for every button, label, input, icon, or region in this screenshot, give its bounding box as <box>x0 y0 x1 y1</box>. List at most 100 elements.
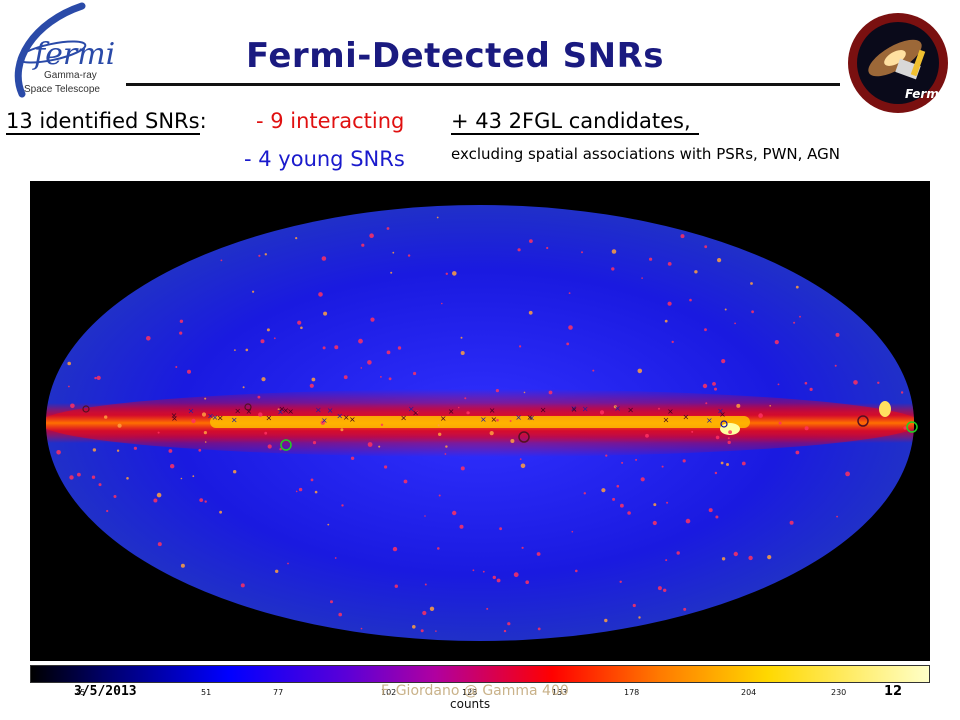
point-source <box>900 391 904 394</box>
point-source <box>117 423 122 428</box>
point-source <box>330 600 333 604</box>
candidate-cross-marker: × <box>171 411 178 420</box>
point-source <box>676 551 680 555</box>
point-source <box>394 584 398 588</box>
candidate-cross-marker: × <box>336 412 343 421</box>
point-source <box>466 411 470 415</box>
point-source <box>496 578 501 583</box>
point-source <box>104 415 108 419</box>
young-snrs-label: - 4 young SNRs <box>244 147 405 171</box>
candidate-cross-marker: × <box>480 415 487 424</box>
exclusion-note: excluding spatial associations with PSRs… <box>451 145 841 163</box>
point-source <box>795 285 799 289</box>
point-source <box>645 433 649 438</box>
point-source <box>69 475 74 480</box>
candidate-cross-marker: × <box>408 404 415 413</box>
point-source <box>437 424 440 427</box>
point-source <box>157 431 160 434</box>
point-source <box>691 430 694 433</box>
candidate-cross-marker: × <box>706 416 713 425</box>
point-source <box>179 331 183 335</box>
point-sources <box>56 216 907 633</box>
point-source <box>157 542 162 547</box>
point-source <box>714 387 717 391</box>
point-source <box>619 580 622 583</box>
point-source <box>322 346 326 350</box>
point-source <box>67 361 71 366</box>
point-source <box>509 420 512 422</box>
point-source <box>204 441 207 443</box>
fermi-logo-wordmark: fermi <box>32 37 115 72</box>
point-source <box>199 498 204 502</box>
point-source <box>492 575 496 580</box>
candidate-cross-marker: × <box>582 404 589 413</box>
point-source <box>464 397 467 400</box>
point-source <box>424 583 427 586</box>
point-source <box>77 472 81 477</box>
point-source <box>520 463 526 469</box>
point-source <box>728 430 732 434</box>
point-source <box>445 445 448 448</box>
point-source <box>258 412 263 417</box>
point-source <box>621 461 624 464</box>
candidate-cross-marker: × <box>448 407 455 416</box>
point-source <box>627 511 631 515</box>
point-source <box>750 282 753 285</box>
logo-line-gamma-ray: Gamma-ray <box>44 70 97 81</box>
point-source <box>513 572 519 578</box>
point-source <box>70 403 75 409</box>
point-source <box>523 391 526 394</box>
colorbar-tick-label: 204 <box>741 688 757 697</box>
candidate-cross-marker: × <box>491 415 498 424</box>
candidate-cross-marker: × <box>217 414 224 423</box>
candidate-cross-marker: × <box>571 405 578 414</box>
point-source <box>367 360 372 365</box>
point-source <box>460 336 463 339</box>
point-source <box>116 449 120 452</box>
point-source <box>566 342 570 346</box>
point-source <box>438 494 441 497</box>
point-source <box>767 555 772 560</box>
point-source <box>685 518 691 524</box>
point-source <box>459 524 464 529</box>
point-source <box>601 488 606 493</box>
point-source <box>340 428 344 432</box>
point-source <box>435 630 437 632</box>
point-source <box>420 629 424 633</box>
point-source <box>638 616 641 619</box>
point-source <box>323 311 328 316</box>
point-source <box>721 557 726 561</box>
point-source <box>517 248 521 252</box>
point-source <box>689 298 692 302</box>
candidate-cross-marker: × <box>570 404 577 413</box>
point-source <box>903 426 907 430</box>
point-source <box>266 328 270 332</box>
point-source <box>392 251 395 254</box>
snr-markers: ××××× ×× ××× ××××× ××××××× ×××××× ××××××××× ×× ×… <box>82 403 918 451</box>
point-source <box>318 292 323 297</box>
point-source <box>407 254 411 257</box>
point-source <box>68 385 70 388</box>
point-source <box>715 515 719 519</box>
point-source <box>616 484 620 488</box>
point-source <box>834 364 837 367</box>
point-source <box>309 383 314 388</box>
point-source <box>496 418 499 422</box>
snr-marker-green <box>906 421 918 433</box>
point-source <box>525 580 529 584</box>
snr-marker-blue <box>720 420 728 428</box>
candidate-cross-marker: × <box>279 405 286 414</box>
point-source <box>704 328 707 332</box>
point-source <box>258 254 261 257</box>
colorbar-tick-label: 77 <box>273 688 284 697</box>
point-source <box>295 490 298 493</box>
fermi-mission-patch: Fermi <box>845 10 951 116</box>
point-source <box>640 477 645 482</box>
candidates-label: + 43 2FGL candidates, <box>451 109 699 135</box>
point-source <box>665 559 668 562</box>
point-source <box>724 308 727 311</box>
point-source <box>726 463 729 466</box>
point-source <box>592 369 595 372</box>
point-source <box>220 259 223 262</box>
point-source <box>635 458 638 461</box>
